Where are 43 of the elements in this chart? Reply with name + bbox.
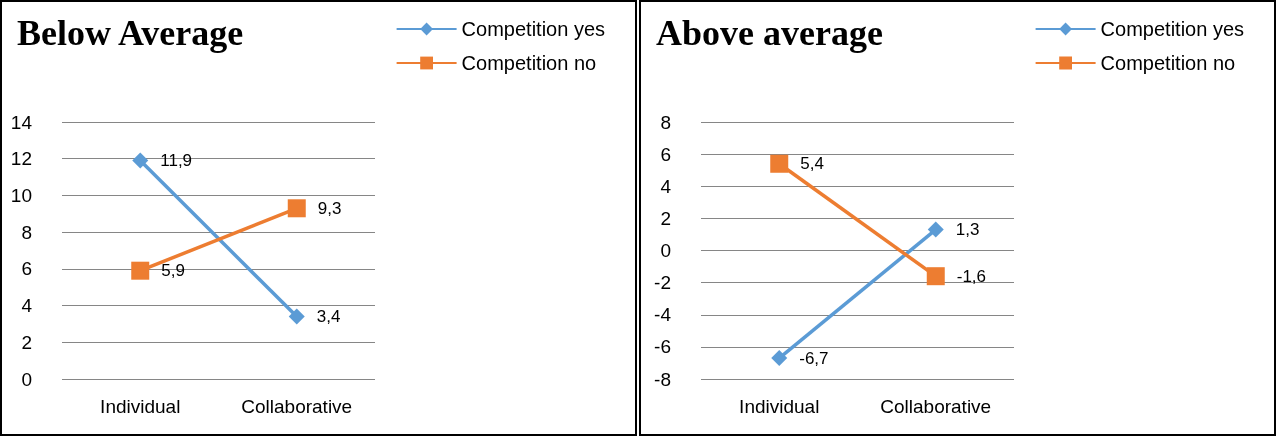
point — [926, 267, 945, 286]
data-label: -6,7 — [799, 348, 829, 368]
data-label: 9,3 — [317, 198, 342, 218]
y-tick-label: 8 — [660, 111, 671, 133]
data-label: 3,4 — [316, 307, 341, 327]
y-tick-label: 4 — [21, 295, 33, 317]
y-tick-label: 14 — [10, 111, 33, 133]
point — [771, 350, 788, 367]
legend-label: Competition yes — [461, 18, 606, 40]
legend-label: Competition yes — [1100, 18, 1245, 40]
chart-title: Above average — [656, 13, 883, 53]
point — [132, 152, 149, 169]
y-tick-label: -4 — [654, 304, 672, 326]
y-tick-label: 0 — [21, 368, 32, 390]
data-label: 5,4 — [800, 154, 824, 174]
legend-label: Competition no — [461, 52, 597, 74]
x-tick-label: Collaborative — [241, 396, 353, 417]
data-label: 1,3 — [955, 220, 980, 240]
chart-title: Below Average — [17, 13, 244, 53]
data-label: 11,9 — [160, 151, 193, 171]
y-tick-label: 10 — [10, 184, 32, 206]
y-tick-label: -6 — [654, 336, 671, 358]
y-tick-label: 8 — [21, 221, 32, 243]
x-tick-label: Individual — [739, 396, 820, 417]
point — [287, 199, 306, 218]
point — [288, 308, 305, 325]
y-tick-label: -2 — [654, 272, 671, 294]
legend-label: Competition no — [1100, 52, 1236, 74]
data-label: -1,6 — [956, 266, 987, 286]
y-tick-label: 0 — [660, 240, 671, 261]
y-tick-label: 6 — [21, 258, 32, 280]
point — [927, 221, 944, 238]
y-tick-label: 12 — [10, 148, 32, 170]
y-tick-label: 2 — [660, 207, 671, 229]
y-tick-label: 6 — [660, 143, 671, 165]
y-tick-label: -8 — [654, 368, 671, 390]
x-tick-label: Individual — [100, 396, 181, 417]
y-tick-label: 2 — [21, 331, 32, 353]
y-tick-label: 4 — [660, 175, 672, 197]
x-tick-label: Collaborative — [880, 396, 992, 417]
data-label: 5,9 — [161, 261, 185, 281]
point — [770, 154, 789, 173]
point — [131, 261, 150, 280]
